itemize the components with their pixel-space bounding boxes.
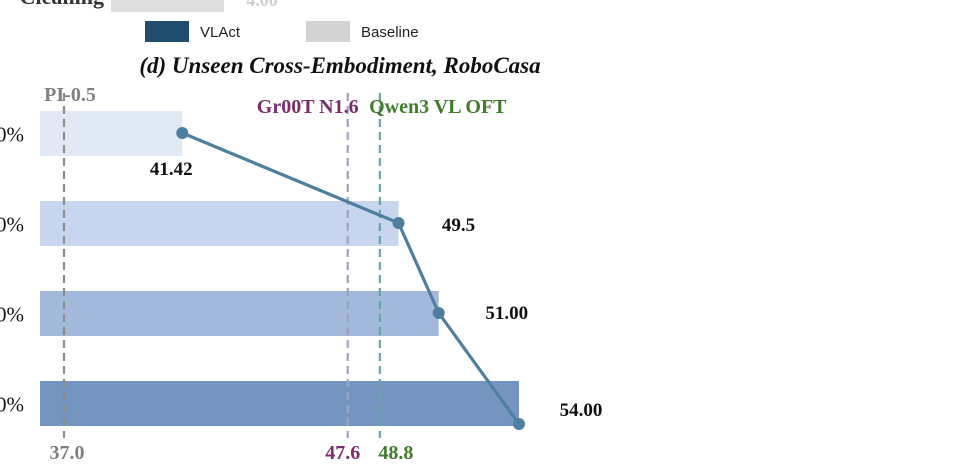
data-point-0 [176,127,189,139]
value-label-1: 49.5 [442,215,475,236]
legend-swatch-vlact [145,21,189,42]
trend-line [176,127,525,430]
data-labels: 0% 0% 0% 0% PI-0.5 37.0 Gr00T N1.6 47.6 Qwen3 VL… [0,84,602,464]
legend-swatch-baseline [306,21,350,42]
value-label-0: 41.42 [150,159,193,180]
previous-subplot-value: 4.00 [246,0,278,10]
bar-1 [40,201,399,246]
value-label-3: 54.00 [560,400,603,421]
bar-3 [40,381,519,426]
reference-value-1: 47.6 [325,442,360,464]
previous-subplot-label: Cleaning [20,0,104,9]
data-point-2 [432,307,445,319]
legend: VLAct Baseline [145,21,419,42]
bars [40,111,519,426]
y-tick-label-2: 0% [0,303,24,327]
chart-title: (d) Unseen Cross-Embodiment, RoboCasa [139,53,540,78]
reference-value-0: 37.0 [50,442,85,464]
reference-value-2: 48.8 [378,442,413,464]
reference-name-0: PI-0.5 [44,84,96,106]
value-label-2: 51.00 [485,303,528,324]
reference-name-2: Qwen3 VL OFT [369,96,507,118]
bar-0 [40,111,183,156]
data-point-3 [513,418,525,430]
y-tick-label-1: 0% [0,213,24,237]
legend-label-baseline: Baseline [361,24,419,41]
y-tick-label-3: 0% [0,393,24,417]
trend-polyline [181,131,521,425]
previous-subplot-bar [111,0,224,12]
reference-lines [62,93,381,438]
reference-name-1: Gr00T N1.6 [257,96,359,118]
bar-2 [40,291,439,336]
legend-label-vlact: VLAct [200,24,241,41]
y-tick-label-0: 0% [0,123,24,147]
data-point-1 [392,217,405,229]
